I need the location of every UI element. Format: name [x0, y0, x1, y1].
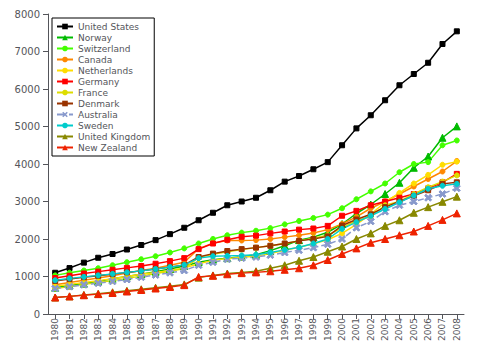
svg-text:2000: 2000 — [15, 234, 40, 245]
svg-text:1986: 1986 — [136, 318, 146, 341]
svg-text:1994: 1994 — [251, 318, 261, 341]
svg-text:2007: 2007 — [437, 318, 447, 341]
svg-text:8000: 8000 — [15, 9, 40, 20]
svg-text:United States: United States — [78, 22, 139, 32]
svg-text:1999: 1999 — [323, 318, 333, 341]
svg-text:2001: 2001 — [351, 318, 361, 341]
svg-text:1996: 1996 — [280, 318, 290, 341]
svg-text:1983: 1983 — [93, 318, 103, 341]
svg-text:United Kingdom: United Kingdom — [78, 132, 150, 142]
svg-text:1997: 1997 — [294, 318, 304, 341]
svg-text:1980: 1980 — [50, 318, 60, 341]
svg-text:Australia: Australia — [78, 110, 118, 120]
svg-text:Sweden: Sweden — [78, 121, 114, 131]
svg-text:7000: 7000 — [15, 46, 40, 57]
svg-text:Netherlands: Netherlands — [78, 66, 133, 76]
svg-text:1984: 1984 — [108, 318, 118, 341]
svg-text:2008: 2008 — [452, 318, 462, 341]
svg-text:1987: 1987 — [151, 318, 161, 341]
svg-text:2005: 2005 — [409, 318, 419, 341]
svg-text:1988: 1988 — [165, 318, 175, 341]
svg-text:Canada: Canada — [78, 55, 112, 65]
svg-text:1998: 1998 — [308, 318, 318, 341]
svg-text:2003: 2003 — [380, 318, 390, 341]
svg-text:1991: 1991 — [208, 318, 218, 341]
svg-text:1989: 1989 — [179, 318, 189, 341]
svg-text:1000: 1000 — [15, 271, 40, 282]
svg-text:1981: 1981 — [65, 318, 75, 341]
svg-text:2000: 2000 — [337, 318, 347, 341]
svg-text:5000: 5000 — [15, 121, 40, 132]
svg-text:Denmark: Denmark — [78, 99, 120, 109]
svg-text:Germany: Germany — [78, 77, 120, 87]
svg-text:1982: 1982 — [79, 318, 89, 341]
svg-text:4000: 4000 — [15, 159, 40, 170]
svg-text:Switzerland: Switzerland — [78, 44, 131, 54]
svg-text:2006: 2006 — [423, 318, 433, 341]
svg-text:1993: 1993 — [237, 318, 247, 341]
svg-text:1990: 1990 — [194, 318, 204, 341]
svg-text:France: France — [78, 88, 108, 98]
svg-text:1995: 1995 — [265, 318, 275, 341]
svg-text:0: 0 — [34, 309, 40, 320]
svg-text:2004: 2004 — [394, 318, 404, 341]
svg-text:2002: 2002 — [366, 318, 376, 341]
svg-text:1985: 1985 — [122, 318, 132, 341]
svg-text:3000: 3000 — [15, 196, 40, 207]
svg-text:6000: 6000 — [15, 84, 40, 95]
svg-text:Norway: Norway — [78, 33, 113, 43]
svg-text:1992: 1992 — [222, 318, 232, 341]
svg-text:New Zealand: New Zealand — [78, 143, 137, 153]
